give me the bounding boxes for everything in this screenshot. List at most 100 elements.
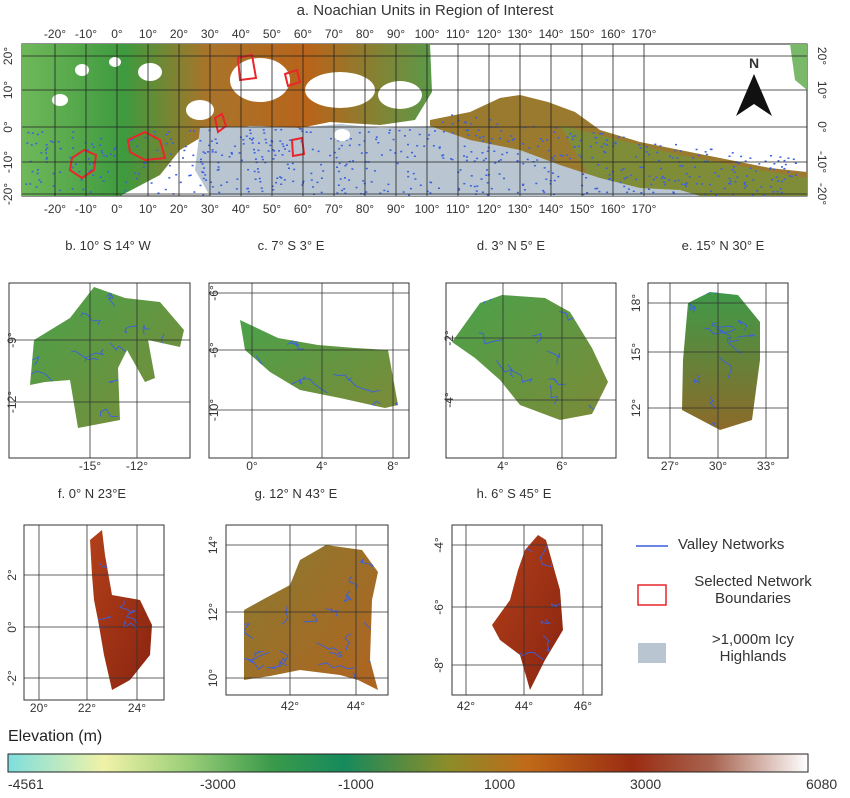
panel-y-tick: 14° bbox=[206, 536, 220, 554]
panel-y-tick: -8° bbox=[432, 657, 446, 673]
lon-label-top: 70° bbox=[325, 27, 343, 41]
lat-label-right: 10° bbox=[815, 81, 829, 99]
lon-label-bottom: 20° bbox=[170, 202, 188, 216]
panel-y-tick: 18° bbox=[629, 294, 643, 312]
lon-label-top: 20° bbox=[170, 27, 188, 41]
panel-x-tick: 22° bbox=[78, 701, 96, 715]
panel-title: b. 10° S 14° W bbox=[65, 238, 151, 253]
colorbar-label-max: 6080 bbox=[806, 776, 838, 792]
lon-label-top: 40° bbox=[232, 27, 250, 41]
colorbar-label-min: -4561 bbox=[8, 776, 44, 792]
panel-y-tick: -2° bbox=[5, 670, 19, 686]
panel-title: d. 3° N 5° E bbox=[477, 238, 546, 253]
lon-label-bottom: 130° bbox=[508, 202, 533, 216]
panel-terrain bbox=[492, 535, 563, 690]
lon-label-bottom: 150° bbox=[570, 202, 595, 216]
lon-label-top: 90° bbox=[387, 27, 405, 41]
lon-label-bottom: 170° bbox=[632, 202, 657, 216]
lon-label-bottom: 30° bbox=[201, 202, 219, 216]
lat-label-left: 10° bbox=[1, 81, 15, 99]
lon-label-top: 120° bbox=[477, 27, 502, 41]
lon-label-top: 150° bbox=[570, 27, 595, 41]
valley-network-speckle bbox=[25, 114, 797, 197]
panel-y-tick: 0° bbox=[5, 621, 19, 633]
panel-terrain bbox=[244, 545, 378, 690]
colorbar-title: Elevation (m) bbox=[8, 728, 103, 745]
lon-label-top: 80° bbox=[356, 27, 374, 41]
legend-selected-swatch bbox=[637, 584, 667, 606]
terrain-green-east bbox=[560, 125, 807, 196]
lon-label-top: 50° bbox=[263, 27, 281, 41]
lon-label-top: -10° bbox=[75, 27, 97, 41]
panel-title: c. 7° S 3° E bbox=[258, 238, 325, 253]
panel-terrain bbox=[682, 292, 760, 430]
legend-valley-label: Valley Networks bbox=[678, 536, 785, 553]
panel-y-tick: -6° bbox=[432, 599, 446, 615]
lon-label-top: 30° bbox=[201, 27, 219, 41]
lon-label-top: 100° bbox=[415, 27, 440, 41]
lat-label-right: -10° bbox=[815, 151, 829, 173]
panel-y-tick: 15° bbox=[629, 343, 643, 361]
panel-terrain bbox=[240, 320, 398, 408]
lat-label-left: 0° bbox=[1, 121, 15, 133]
panel-title: f. 0° N 23°E bbox=[58, 486, 127, 501]
colorbar-label-m3000: -3000 bbox=[200, 776, 236, 792]
panel-d: d. 3° N 5° E 4° 6° -2° -4° bbox=[442, 238, 617, 473]
lon-label-bottom: 10° bbox=[139, 202, 157, 216]
panel-y-tick: -4° bbox=[442, 392, 456, 408]
panel-y-tick: -4° bbox=[432, 537, 446, 553]
panel-y-tick: 2° bbox=[5, 569, 19, 581]
lon-label-bottom: 70° bbox=[325, 202, 343, 216]
panel-y-tick: -12° bbox=[5, 391, 19, 413]
panel-h: h. 6° S 45° E 42° 44° 46° -4° -6° -8° bbox=[432, 486, 603, 713]
panel-x-tick: 42° bbox=[281, 699, 299, 713]
lon-label-bottom: 40° bbox=[232, 202, 250, 216]
lat-label-right: -20° bbox=[815, 183, 829, 205]
panel-y-tick: 10° bbox=[206, 669, 220, 687]
panel-x-tick: 33° bbox=[757, 459, 775, 473]
panel-y-tick: -6° bbox=[207, 342, 221, 358]
panel-f: f. 0° N 23°E 20° 22° 24° 2° 0° -2° bbox=[5, 486, 165, 715]
panel-x-tick: -15° bbox=[79, 459, 101, 473]
main-map-grid bbox=[22, 44, 807, 196]
panel-x-tick: 6° bbox=[556, 459, 568, 473]
lon-label-top: 160° bbox=[601, 27, 626, 41]
colorbar-label-1000: 1000 bbox=[484, 776, 516, 792]
lon-label-bottom: -10° bbox=[75, 202, 97, 216]
lon-label-bottom: 90° bbox=[387, 202, 405, 216]
panel-x-tick: 24° bbox=[128, 701, 146, 715]
panel-e: e. 15° N 30° E 27° 30° 33° 18° 15° 12° bbox=[629, 238, 789, 473]
lon-label-bottom: 120° bbox=[477, 202, 502, 216]
panel-x-tick: 20° bbox=[30, 701, 48, 715]
crater-gaps bbox=[52, 57, 422, 141]
panel-x-tick: 44° bbox=[515, 699, 533, 713]
lon-label-bottom: 110° bbox=[446, 202, 470, 216]
lon-label-bottom: 0° bbox=[111, 202, 123, 216]
legend-selected-label: Selected Network Boundaries bbox=[694, 573, 812, 607]
panel-x-tick: 44° bbox=[347, 699, 365, 713]
panel-x-tick: 4° bbox=[316, 459, 328, 473]
panel-b: b. 10° S 14° W -15° -12° -9° -12° bbox=[5, 238, 191, 473]
main-map-title: a. Noachian Units in Region of Interest bbox=[297, 2, 555, 19]
lon-label-top: 0° bbox=[111, 27, 123, 41]
panel-y-tick: -6° bbox=[207, 285, 221, 301]
colorbar-label-3000: 3000 bbox=[630, 776, 662, 792]
lon-label-top: 110° bbox=[446, 27, 470, 41]
lon-label-top: 140° bbox=[539, 27, 564, 41]
panels: b. 10° S 14° W -15° -12° -9° -12° c. 7° S 3° … bbox=[5, 238, 789, 715]
panel-g: g. 12° N 43° E 42° 44° 14° 12° 10° bbox=[206, 486, 389, 713]
panel-y-tick: -2° bbox=[442, 330, 456, 346]
lon-label-top: 130° bbox=[508, 27, 533, 41]
panel-x-tick: 0° bbox=[246, 459, 258, 473]
lon-label-bottom: 160° bbox=[601, 202, 626, 216]
panel-terrain bbox=[452, 295, 608, 420]
legend-icy-swatch bbox=[638, 643, 666, 663]
main-map: N -20° -20° -10° -10° 0° 0° 10° 10° 20° 20° 30° 30°… bbox=[1, 27, 829, 216]
panel-c: c. 7° S 3° E 0° 4° 8° -6° -6° -10° bbox=[207, 238, 410, 473]
lon-label-top: 10° bbox=[139, 27, 157, 41]
panel-terrain bbox=[30, 287, 184, 428]
colorbar-label-m1000: -1000 bbox=[338, 776, 374, 792]
north-label: N bbox=[749, 55, 759, 71]
panel-y-tick: 12° bbox=[629, 399, 643, 417]
